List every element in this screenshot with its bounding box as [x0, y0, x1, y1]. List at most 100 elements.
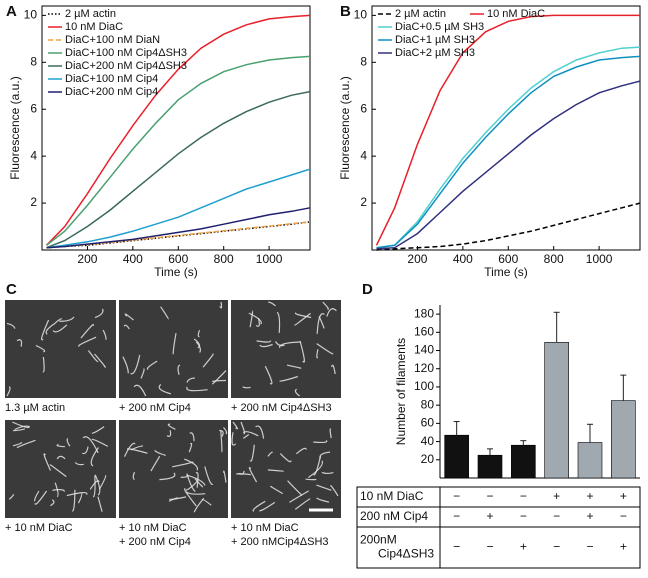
filament — [52, 324, 68, 333]
condition-sign: + — [620, 489, 627, 503]
filament — [78, 336, 97, 347]
filament — [202, 353, 214, 368]
filament — [41, 319, 50, 341]
x-tick-label: 1000 — [586, 252, 613, 266]
legend-label: 10 nM DiaC — [65, 21, 123, 33]
filament — [102, 329, 107, 340]
filament — [8, 494, 15, 500]
y-tick-label: 20 — [421, 452, 435, 466]
filament — [308, 460, 324, 478]
image-caption: + 10 nM DiaC — [5, 522, 73, 534]
x-tick-label: 1000 — [256, 252, 283, 266]
legend-label: DiaC+0.5 µM SH3 — [395, 21, 484, 33]
condition-label: 200nM — [360, 533, 397, 547]
filament — [294, 312, 312, 319]
filament — [59, 316, 75, 322]
micrograph — [231, 300, 341, 398]
filament — [82, 446, 89, 455]
filament — [94, 308, 104, 319]
filament — [77, 492, 83, 504]
filament — [294, 388, 300, 397]
filament — [267, 451, 274, 457]
legend-label: DiaC+2 µM SH3 — [395, 47, 475, 59]
condition-sign: − — [453, 489, 460, 503]
condition-sign: + — [620, 540, 627, 554]
filament — [177, 364, 181, 375]
filament — [35, 344, 46, 353]
filament — [166, 430, 172, 437]
x-tick-label: 600 — [168, 252, 188, 266]
y-tick-label: 4 — [360, 148, 367, 162]
bar — [444, 434, 469, 479]
filament — [186, 474, 206, 486]
y-tick-label: 2 — [30, 195, 37, 209]
filament — [195, 471, 199, 488]
condition-sign: − — [486, 489, 493, 503]
filament — [140, 368, 145, 379]
filament — [193, 338, 201, 349]
filament — [212, 379, 227, 383]
data-line — [376, 80, 641, 250]
condition-label: 10 nM DiaC — [360, 489, 424, 503]
filament — [195, 341, 201, 353]
y-tick-label: 80 — [421, 397, 435, 411]
filament — [6, 322, 16, 329]
filament — [92, 475, 96, 498]
filament — [42, 356, 45, 373]
y-tick-label: 10 — [24, 8, 38, 22]
bar — [611, 400, 636, 479]
condition-sign: + — [553, 489, 560, 503]
filament — [242, 431, 259, 437]
filament — [231, 432, 237, 446]
filament — [91, 426, 105, 434]
data-line — [376, 46, 641, 249]
micrograph — [119, 420, 228, 518]
condition-sign: − — [586, 540, 593, 554]
x-tick-label: 600 — [498, 252, 518, 266]
legend-label: DiaC+100 nM Cip4 — [65, 73, 158, 85]
legend-label: DiaC+1 µM SH3 — [395, 34, 475, 46]
bar — [477, 454, 503, 479]
filament — [287, 480, 303, 496]
y-tick-label: 180 — [414, 306, 434, 320]
condition-sign: + — [586, 509, 593, 523]
filament — [319, 451, 331, 459]
filament — [242, 434, 250, 439]
filament — [130, 354, 141, 375]
legend-label: DiaC+100 nM Cip4ΔSH3 — [65, 47, 187, 59]
filament — [211, 370, 227, 385]
bar — [577, 442, 603, 479]
filament — [34, 490, 48, 505]
filament — [52, 489, 65, 492]
filament — [249, 444, 255, 462]
filament — [201, 498, 212, 506]
x-tick-label: 200 — [77, 252, 97, 266]
x-tick-label: 400 — [453, 252, 473, 266]
filament — [133, 384, 147, 397]
y-axis-label: Number of filaments — [394, 338, 408, 445]
y-tick-label: 140 — [414, 343, 434, 357]
condition-label: 200 nM Cip4 — [360, 509, 428, 523]
plot-frame — [371, 5, 641, 251]
filament — [235, 473, 251, 476]
image-caption: + 200 nM Cip4 — [119, 402, 191, 414]
filament — [159, 472, 176, 481]
plot-frame — [41, 5, 311, 251]
legend-label: 10 nM DiaC — [487, 8, 545, 20]
condition-sign: − — [453, 509, 460, 523]
x-axis-label: Time (s) — [484, 265, 528, 279]
data-line — [375, 14, 640, 246]
filament — [204, 466, 214, 486]
filament — [295, 447, 308, 455]
filament — [123, 324, 130, 330]
panel-label: B — [340, 3, 351, 20]
filament — [98, 474, 107, 490]
y-tick-label: 10 — [354, 8, 368, 22]
filament — [326, 308, 337, 317]
filament — [267, 469, 285, 472]
filament — [87, 350, 99, 363]
bar — [511, 444, 536, 479]
filament — [45, 324, 54, 335]
y-tick-label: 8 — [30, 54, 37, 68]
filament — [331, 364, 336, 375]
